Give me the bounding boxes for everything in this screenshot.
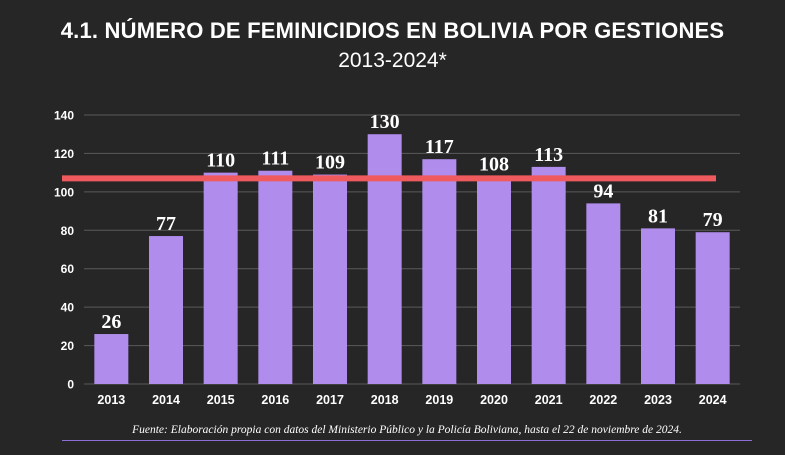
x-axis-ticks: 2013 2014 2015 2016 2017 2018 2019 2020 2021 2022…: [97, 393, 726, 407]
x-tick-label-2023: 2023: [644, 393, 672, 407]
bar-2024: [695, 232, 730, 384]
bar-2019: [422, 159, 457, 384]
data-label-2013: 26: [101, 311, 121, 333]
x-tick-label-2013: 2013: [97, 393, 125, 407]
bar-2016: [258, 170, 293, 384]
source-note: Fuente: Elaboración propia con datos del…: [132, 424, 682, 436]
chart-subtitle: 2013-2024*: [338, 49, 447, 72]
bar-2013: [94, 334, 129, 384]
data-labels: 26 77 110 111 109 130 117 108 113 94 81 79: [101, 111, 722, 333]
chart-title: 4.1. NÚMERO DE FEMINICIDIOS EN BOLIVIA P…: [60, 18, 725, 43]
data-label-2016: 111: [261, 148, 289, 170]
data-label-2014: 77: [156, 213, 176, 235]
bar-2020: [477, 176, 511, 384]
data-label-2024: 79: [703, 209, 723, 231]
x-tick-label-2020: 2020: [480, 393, 508, 407]
y-axis-ticks: 0 20 40 60 80 100 120 140: [54, 109, 74, 392]
source-underline: [62, 440, 752, 441]
y-tick-label: 140: [54, 109, 74, 123]
gridlines: [84, 114, 740, 385]
data-label-2022: 94: [593, 180, 613, 202]
y-tick-label: 120: [54, 147, 74, 161]
y-tick-label: 0: [67, 378, 74, 392]
bars: [94, 134, 730, 384]
data-label-2023: 81: [648, 205, 668, 227]
y-tick-label: 20: [61, 339, 75, 353]
x-tick-label-2021: 2021: [535, 393, 563, 407]
bar-2017: [313, 174, 347, 384]
bar-2018: [367, 134, 402, 384]
x-tick-label-2018: 2018: [371, 393, 399, 407]
x-tick-label-2014: 2014: [152, 393, 180, 407]
x-tick-label-2024: 2024: [699, 393, 727, 407]
data-label-2018: 130: [370, 111, 400, 133]
x-tick-label-2016: 2016: [261, 393, 289, 407]
data-label-2021: 113: [534, 144, 563, 166]
bar-2014: [149, 236, 183, 384]
bar-2021: [531, 166, 566, 384]
bar-2023: [641, 228, 675, 384]
data-label-2019: 117: [425, 136, 454, 158]
data-label-2015: 110: [206, 150, 235, 172]
x-tick-label-2022: 2022: [589, 393, 617, 407]
bar-2022: [586, 203, 621, 384]
x-tick-label-2017: 2017: [316, 393, 344, 407]
data-label-2020: 108: [479, 153, 509, 175]
y-tick-label: 60: [61, 262, 75, 276]
x-tick-label-2019: 2019: [425, 393, 453, 407]
y-tick-label: 80: [61, 224, 75, 238]
x-tick-label-2015: 2015: [207, 393, 235, 407]
y-tick-label: 100: [54, 185, 74, 199]
y-tick-label: 40: [61, 301, 75, 315]
bar-2015: [203, 172, 238, 384]
data-label-2017: 109: [315, 152, 345, 174]
